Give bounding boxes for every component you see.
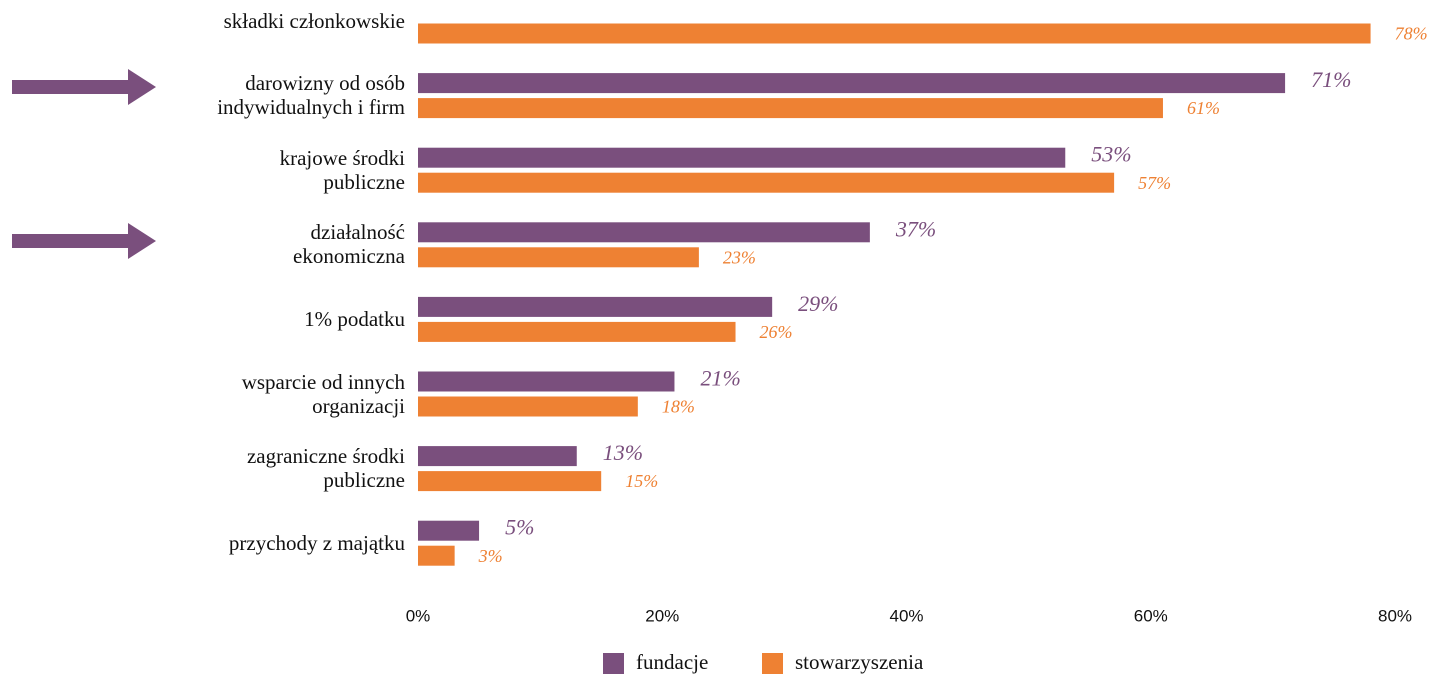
value-label: 21% xyxy=(700,366,740,391)
legend-label: stowarzyszenia xyxy=(795,650,924,674)
arrow xyxy=(12,223,156,259)
value-label: 53% xyxy=(1091,142,1131,167)
legend-swatch xyxy=(762,653,783,674)
value-label: 71% xyxy=(1311,67,1351,92)
bar xyxy=(418,23,1371,44)
value-label: 15% xyxy=(625,471,658,491)
category-label: działalność ekonomiczna xyxy=(293,220,405,269)
category-label: krajowe środki publiczne xyxy=(279,145,405,194)
value-label: 57% xyxy=(1138,173,1171,193)
bar xyxy=(418,73,1286,94)
value-label: 78% xyxy=(1395,24,1428,44)
bar xyxy=(418,520,480,541)
value-label: 5% xyxy=(505,515,534,540)
category-label: przychody z majątku xyxy=(228,530,405,555)
bar xyxy=(418,147,1066,168)
category-label: wsparcie od innych organizacji xyxy=(241,369,405,418)
bar xyxy=(418,321,736,342)
value-label: 61% xyxy=(1187,98,1220,118)
legend-swatch xyxy=(603,653,624,674)
value-label: 23% xyxy=(723,247,756,267)
x-tick-label: 60% xyxy=(1134,606,1168,625)
x-tick-label: 0% xyxy=(406,606,431,625)
x-tick-label: 40% xyxy=(889,606,923,625)
arrow xyxy=(12,69,156,105)
value-label: 26% xyxy=(760,322,793,342)
value-label: 18% xyxy=(662,397,695,417)
category-label: 1% podatku xyxy=(304,306,405,331)
bar xyxy=(418,371,675,392)
x-tick-label: 80% xyxy=(1378,606,1412,625)
category-label: zagraniczne środki publiczne xyxy=(246,444,405,493)
bar xyxy=(418,296,773,317)
category-label: składki członkowskie xyxy=(223,8,405,33)
bar xyxy=(418,545,455,566)
value-label: 3% xyxy=(478,546,503,566)
bar xyxy=(418,247,699,268)
bar xyxy=(418,98,1163,119)
bar xyxy=(418,471,602,492)
legend-label: fundacje xyxy=(636,650,708,674)
x-tick-label: 20% xyxy=(645,606,679,625)
bar xyxy=(418,222,870,243)
category-label: darowizny od osób indywidualnych i firm xyxy=(217,71,405,120)
value-label: 29% xyxy=(798,291,838,316)
value-label: 13% xyxy=(603,440,643,465)
bar xyxy=(418,446,577,467)
value-label: 37% xyxy=(895,216,936,241)
bar xyxy=(418,396,638,417)
bar xyxy=(418,172,1115,193)
